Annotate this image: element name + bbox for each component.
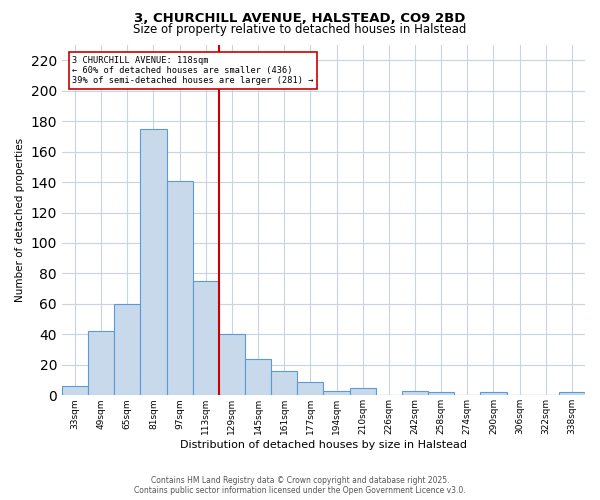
Text: Contains HM Land Registry data © Crown copyright and database right 2025.
Contai: Contains HM Land Registry data © Crown c… [134, 476, 466, 495]
X-axis label: Distribution of detached houses by size in Halstead: Distribution of detached houses by size … [180, 440, 467, 450]
Bar [402, 390, 428, 396]
Bar [114, 304, 140, 396]
Bar [323, 390, 350, 396]
Bar [350, 388, 376, 396]
Text: 3 CHURCHILL AVENUE: 118sqm
← 60% of detached houses are smaller (436)
39% of sem: 3 CHURCHILL AVENUE: 118sqm ← 60% of deta… [73, 56, 314, 86]
Text: Size of property relative to detached houses in Halstead: Size of property relative to detached ho… [133, 22, 467, 36]
Bar [481, 392, 506, 396]
Bar [193, 281, 219, 396]
Bar [245, 358, 271, 396]
Bar [62, 386, 88, 396]
Bar [219, 334, 245, 396]
Text: 3, CHURCHILL AVENUE, HALSTEAD, CO9 2BD: 3, CHURCHILL AVENUE, HALSTEAD, CO9 2BD [134, 12, 466, 26]
Bar [298, 382, 323, 396]
Bar [140, 129, 167, 396]
Bar [559, 392, 585, 396]
Bar [167, 180, 193, 396]
Bar [88, 332, 114, 396]
Y-axis label: Number of detached properties: Number of detached properties [15, 138, 25, 302]
Bar [428, 392, 454, 396]
Bar [271, 371, 298, 396]
